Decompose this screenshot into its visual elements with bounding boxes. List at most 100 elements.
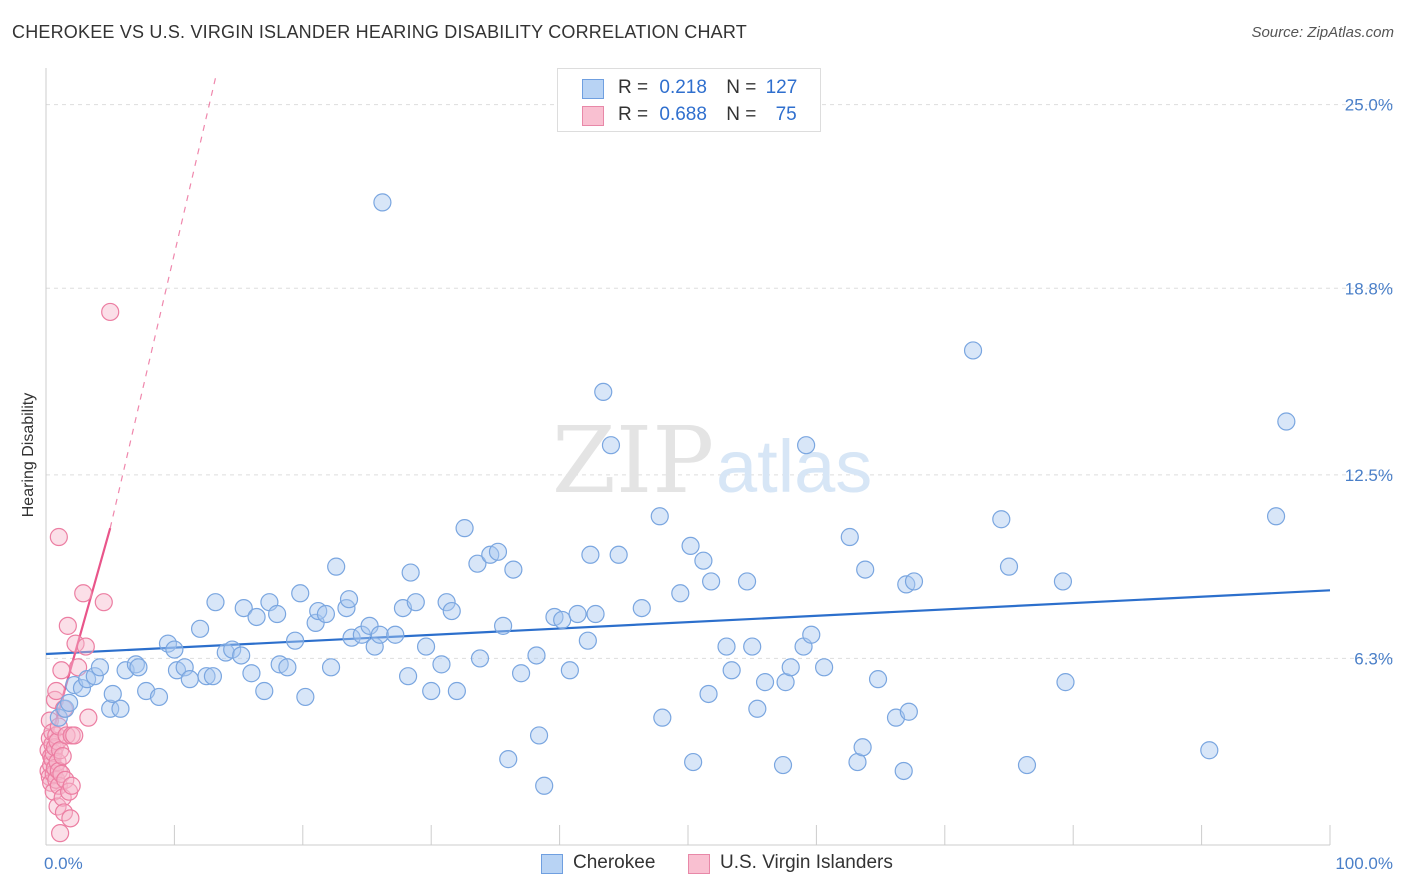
point-cherokee [684, 752, 703, 772]
point-cherokee [1053, 572, 1073, 591]
point-cherokee [342, 628, 361, 647]
point-virgin-islanders [47, 681, 66, 701]
source-label: Source: ZipAtlas.com [1251, 24, 1394, 41]
point-cherokee [278, 658, 297, 677]
point-cherokee [586, 604, 605, 624]
point-cherokee [365, 637, 384, 656]
point-cherokee [255, 681, 274, 701]
point-cherokee [60, 693, 79, 712]
point-cherokee [560, 661, 579, 680]
point-cherokee [126, 655, 145, 674]
point-cherokee [694, 551, 713, 570]
point-cherokee [370, 625, 389, 644]
point-cherokee [904, 572, 924, 591]
point-virgin-islanders [62, 776, 81, 795]
point-virgin-islanders [94, 593, 113, 612]
point-cherokee [180, 670, 199, 689]
legend-r-value: 0.218 [659, 77, 707, 98]
point-cherokee [653, 708, 672, 727]
legend-r-label: R = [618, 77, 649, 98]
point-virgin-islanders [79, 708, 98, 727]
x-tick-label-max: 100.0% [1335, 854, 1393, 873]
y-axis-label: Hearing Disability [20, 393, 37, 518]
point-cherokee [650, 507, 669, 526]
point-cherokee [737, 572, 757, 591]
trend-lines [45, 77, 1331, 748]
bottom-label-virgin-islanders: U.S. Virgin Islanders [720, 852, 893, 873]
y-tick-label: 12.5% [1345, 466, 1393, 485]
point-cherokee [206, 593, 225, 612]
point-cherokee [327, 557, 346, 576]
point-cherokee [422, 681, 441, 701]
point-cherokee [268, 604, 287, 624]
point-cherokee [101, 699, 120, 718]
point-cherokee [103, 684, 122, 704]
point-cherokee [853, 738, 872, 757]
point-cherokee [296, 687, 315, 707]
point-cherokee [840, 527, 859, 547]
point-cherokee [494, 616, 513, 635]
point-cherokee [72, 678, 92, 698]
point-cherokee [90, 658, 110, 677]
point-cherokee [743, 637, 762, 656]
trendline-virgin-islanders-extension [109, 77, 217, 529]
point-cherokee [291, 584, 310, 603]
point-cherokee [755, 673, 775, 692]
point-virgin-islanders [52, 661, 71, 680]
point-cherokee [165, 640, 184, 659]
point-cherokee [401, 563, 420, 582]
point-virgin-islanders [57, 726, 76, 745]
x-tick-label-min: 0.0% [44, 854, 83, 873]
point-cherokee [49, 708, 68, 727]
point-cherokee [681, 536, 700, 555]
point-cherokee [1017, 755, 1037, 775]
point-cherokee [223, 640, 242, 659]
trendline-cherokee [45, 589, 1331, 656]
point-cherokee [632, 598, 651, 618]
point-cherokee [578, 631, 597, 650]
point-cherokee [1266, 507, 1286, 526]
point-virgin-islanders [49, 527, 68, 547]
point-cherokee [232, 646, 251, 665]
point-cherokee [748, 699, 767, 718]
point-cherokee [999, 557, 1019, 576]
point-cherokee [581, 545, 600, 564]
point-cherokee [203, 667, 223, 686]
series-virgin-islanders [39, 302, 120, 843]
point-cherokee [247, 607, 266, 627]
legend-r-value: 0.688 [659, 104, 707, 125]
point-cherokee [437, 593, 456, 612]
point-cherokee [815, 658, 834, 677]
point-cherokee [197, 667, 216, 686]
point-cherokee [601, 436, 621, 455]
point-cherokee [1277, 412, 1296, 431]
point-cherokee [894, 761, 913, 781]
point-cherokee [963, 341, 983, 360]
series-cherokee [49, 193, 1296, 795]
point-cherokee [529, 726, 549, 745]
axes [45, 68, 1331, 846]
point-virgin-islanders [53, 747, 72, 766]
point-cherokee [373, 193, 392, 212]
bottom-label-cherokee: Cherokee [573, 852, 656, 873]
point-cherokee [316, 604, 336, 624]
point-virgin-islanders [51, 824, 70, 843]
point-cherokee [671, 584, 690, 603]
point-cherokee [488, 542, 508, 561]
point-virgin-islanders [74, 584, 93, 603]
bottom-swatch-cherokee [541, 854, 563, 874]
watermark-zip: ZIP [552, 407, 714, 514]
watermark: ZIP atlas [552, 407, 872, 514]
point-virgin-islanders [61, 809, 80, 828]
point-cherokee [398, 667, 418, 686]
point-virgin-islanders [101, 302, 120, 322]
point-cherokee [386, 625, 405, 644]
point-cherokee [234, 598, 253, 618]
point-cherokee [85, 667, 104, 686]
point-cherokee [455, 519, 474, 538]
point-cherokee [717, 637, 736, 656]
point-cherokee [175, 658, 194, 677]
point-cherokee [609, 545, 628, 564]
y-tick-label: 25.0% [1345, 96, 1393, 115]
legend-n-value: 127 [765, 77, 798, 98]
